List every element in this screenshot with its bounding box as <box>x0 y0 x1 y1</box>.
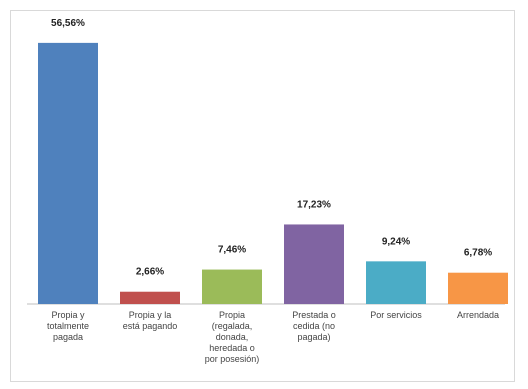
bar-5 <box>448 272 508 304</box>
bar-0 <box>38 42 98 304</box>
category-label-4: Por servicios <box>370 310 422 320</box>
category-label-line: cedida (no <box>293 321 335 331</box>
category-label-2: Propia (regalada, donada, heredada o por pos… <box>205 310 260 364</box>
category-label-line: heredada o <box>209 343 255 353</box>
category-label-line: Prestada o <box>292 310 336 320</box>
category-label-5: Arrendada <box>457 310 499 320</box>
bar-4 <box>366 261 426 304</box>
bar-2 <box>202 269 262 304</box>
category-label-1: Propia y la está pagando <box>123 310 178 331</box>
category-label-line: donada, <box>216 332 249 342</box>
category-label-line: por posesión) <box>205 354 260 364</box>
value-label-0: 56,56% <box>51 18 85 29</box>
value-label-2: 7,46% <box>218 245 246 256</box>
category-label-line: pagada) <box>297 332 330 342</box>
category-label-line: (regalada, <box>212 321 253 331</box>
category-label-line: Por servicios <box>370 310 422 320</box>
bar-1 <box>120 291 180 304</box>
value-label-1: 2,66% <box>136 267 164 278</box>
bar-3 <box>284 224 344 304</box>
value-label-5: 6,78% <box>464 248 492 259</box>
category-label-line: Propia y <box>51 310 85 320</box>
category-label-line: Propia <box>219 310 245 320</box>
category-label-3: Prestada o cedida (no pagada) <box>292 310 336 342</box>
category-label-line: pagada <box>53 332 83 342</box>
value-label-3: 17,23% <box>297 199 331 210</box>
category-label-line: está pagando <box>123 321 178 331</box>
category-label-line: totalmente <box>47 321 89 331</box>
category-label-line: Arrendada <box>457 310 499 320</box>
value-label-4: 9,24% <box>382 236 410 247</box>
category-label-line: Propia y la <box>129 310 172 320</box>
category-label-0: Propia y totalmente pagada <box>47 310 89 342</box>
